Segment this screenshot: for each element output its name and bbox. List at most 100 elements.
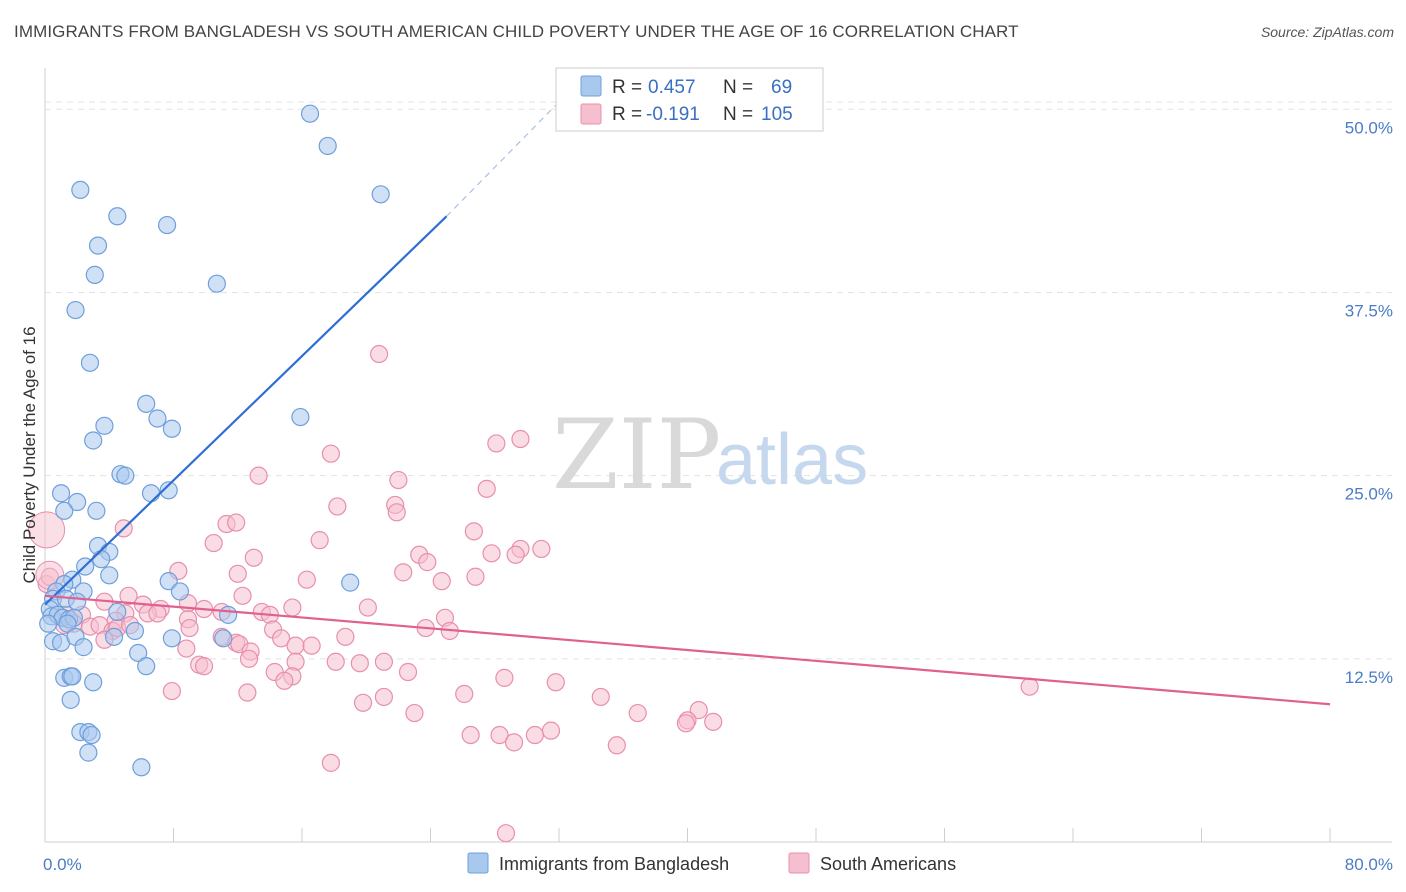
y-axis-label: Child Poverty Under the Age of 16 [20,326,39,583]
south-americans-point [286,636,305,655]
correlation-legend: R = 0.457 N = 69 R = -0.191 N = 105 [555,67,824,132]
tick-labels: 12.5% 25.0% 37.5% 50.0% 0.0% 80.0% [43,118,1393,874]
south-americans-point [119,586,138,605]
bangladesh-point [68,592,87,611]
south-americans-point [704,712,723,731]
bangladesh-point [116,466,135,485]
bangladesh-point [82,725,101,745]
south-americans-point [418,553,437,572]
south-americans-point [275,671,294,690]
bangladesh-point [291,407,310,427]
bangladesh-point [159,481,178,500]
bangladesh-point [141,484,161,503]
y-tick-label: 25.0% [1345,485,1393,504]
south-americans-point [358,598,377,617]
bangladesh-point [300,104,320,123]
legend-pink-n-label: N = [723,104,753,125]
bangladesh-point [63,667,82,686]
bangladesh-point [132,758,151,777]
bangladesh-point [148,409,167,428]
bangladesh-point [100,566,119,585]
bangladesh-point [137,657,156,676]
bangladesh-point [55,501,74,520]
south-americans-point [283,598,302,617]
south-americans-point [506,545,525,564]
grid-lines [45,101,1392,660]
south-americans-point [1020,677,1039,696]
south-americans-point [244,548,263,567]
south-americans-point [461,725,480,745]
legend-blue-r-value: 0.457 [648,77,696,98]
bangladesh-point [58,614,77,633]
y-tick-label: 50.0% [1345,118,1393,137]
bangladesh-point [159,572,178,591]
south-americans-point [370,344,389,364]
bottom-legend-pink-label: South Americans [820,854,956,874]
legend-blue-n-value: 69 [771,77,792,98]
south-americans-point [321,444,341,463]
south-americans-point [495,668,514,687]
legend-blue-swatch [580,75,602,97]
south-americans-point [464,522,483,541]
x-tick-label: 80.0% [1345,855,1393,874]
bangladesh-point [88,236,108,255]
bangladesh-point [51,484,71,503]
south-americans-point [194,657,214,676]
south-americans-point [239,649,259,668]
south-americans-point [511,429,530,449]
bottom-legend-blue-label: Immigrants from Bangladesh [499,854,729,874]
legend-pink-r-label: R = [612,104,642,125]
south-americans-point [238,683,257,702]
south-americans-point [389,470,408,490]
south-americans-point [180,618,199,638]
y-tick-label: 12.5% [1345,668,1393,687]
bangladesh-point [162,419,181,438]
legend-pink-n-value: 105 [761,104,793,125]
watermark-atlas: atlas [716,420,868,500]
south-americans-point [162,681,181,701]
south-americans-point [353,693,373,712]
south-americans-point [405,703,424,723]
south-americans-point [676,714,695,733]
south-americans-point [272,629,291,648]
south-americans-point [546,673,565,692]
south-americans-point [490,725,509,745]
south-americans-point [432,572,451,591]
bangladesh-point [71,180,90,200]
bottom-legend-pink-swatch [788,852,810,874]
south-americans-point [477,479,496,498]
chart-title: IMMIGRANTS FROM BANGLADESH VS SOUTH AMER… [14,22,1019,41]
south-americans-point [496,824,516,843]
south-americans-point [28,511,66,549]
south-americans-point [482,544,501,563]
legend-pink-r-value: -0.191 [646,104,700,125]
bangladesh-point [85,265,104,284]
bangladesh-trend-extension [446,101,560,217]
south-americans-point [233,586,252,605]
south-americans-point [148,604,167,623]
bangladesh-point [61,690,80,709]
south-americans-point [297,570,316,589]
bangladesh-point [137,394,156,413]
bangladesh-point [104,627,124,646]
south-americans-point [336,627,355,646]
trend-lines [44,101,1331,706]
bangladesh-point [157,215,177,235]
source-note: Source: ZipAtlas.com [1260,24,1394,40]
bangladesh-point [66,300,85,320]
bangladesh-point [170,582,190,601]
bangladesh-point [318,136,337,156]
south-americans-point [487,434,506,453]
series-legend: Immigrants from Bangladesh South America… [467,852,956,874]
bangladesh-trend-line [44,215,448,606]
legend-pink-swatch [580,103,602,125]
bangladesh-point [108,207,127,226]
south-americans-point [350,654,369,673]
y-tick-label: 37.5% [1345,301,1393,320]
south-americans-point [374,652,394,671]
south-americans-point [328,497,347,516]
series-immigrants-from-bangladesh [39,104,390,777]
bangladesh-point [371,185,390,204]
south-americans-point [326,652,345,671]
